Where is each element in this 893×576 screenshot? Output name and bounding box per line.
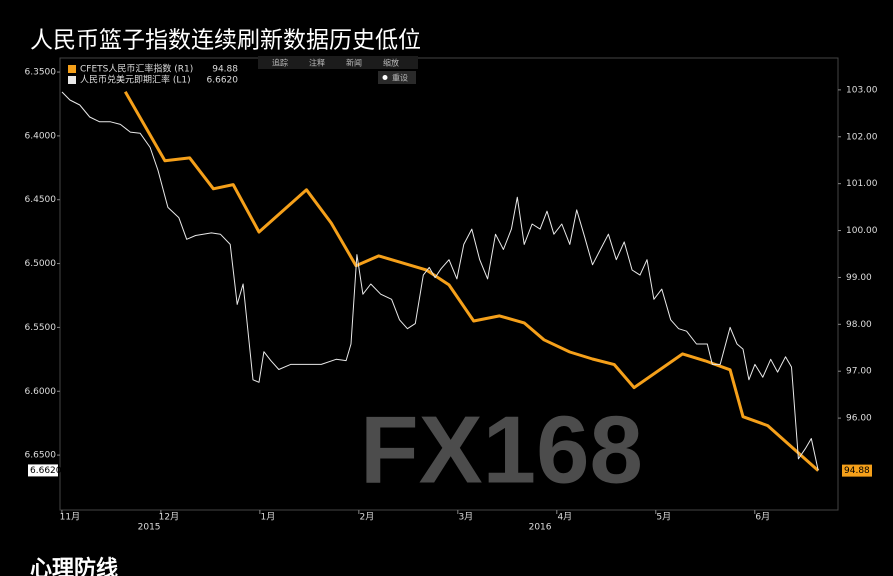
legend-value: 94.88 [212,65,238,75]
x-tick-label: 12月 [159,512,179,523]
toolbar-button[interactable]: 注释 [309,58,325,68]
x-tick-label: 5月 [656,512,671,523]
y-tick-label: 6.5000 [25,259,57,269]
y2-tick-label: 96.00 [846,414,872,424]
x-tick-label: 3月 [458,512,473,523]
y2-tick-label: 102.00 [846,132,878,142]
last-value-box [842,464,872,477]
y-tick-label: 6.4000 [25,131,57,141]
toolbar-button[interactable]: 新闻 [346,58,362,68]
plot-frame [59,57,839,511]
reset-box [378,71,416,84]
chart-title: 人民币篮子指数连续刷新数据历史低位 [30,28,421,54]
x-tick-label: 11月 [60,512,80,523]
legend-box [64,62,244,88]
legend-label: 人民币兑美元即期汇率 (L1) [80,74,191,86]
last-value-label: 94.88 [844,466,870,476]
legend-swatch [68,76,76,84]
footer-heading: 心理防线 [30,556,118,576]
y2-tick-label: 101.00 [846,179,878,189]
last-value-box [28,464,58,477]
y-tick-label: 6.6000 [25,387,57,397]
legend-label: CFETS人民币汇率指数 (R1) [80,63,193,75]
x-tick-label: 4月 [557,512,572,523]
year-label: 2016 [529,523,552,533]
year-label: 2015 [138,523,161,533]
x-tick-label: 6月 [755,512,770,523]
y2-tick-label: 99.00 [846,273,872,283]
legend-swatch [68,65,76,73]
y-tick-label: 6.5500 [25,323,57,333]
reset-button[interactable]: 重设 [392,73,408,83]
reset-icon [382,75,388,80]
toolbar-button[interactable]: 追踪 [272,58,288,68]
y-tick-label: 6.4500 [25,195,57,205]
y2-tick-label: 98.00 [846,320,872,330]
y-tick-label: 6.3500 [25,68,57,78]
last-value-label: 6.6620 [30,466,62,476]
y2-tick-label: 100.00 [846,226,878,236]
legend-value: 6.6620 [207,76,239,86]
watermark: FX168 [360,396,643,503]
series-line [61,91,819,471]
y2-tick-label: 97.00 [846,367,872,377]
series-line [123,91,820,472]
toolbar [258,56,418,69]
y-tick-label: 6.6500 [25,451,57,461]
x-tick-label: 1月 [260,512,275,523]
x-tick-label: 2月 [359,512,374,523]
toolbar-button[interactable]: 缩放 [383,58,399,68]
y2-tick-label: 103.00 [846,85,878,95]
